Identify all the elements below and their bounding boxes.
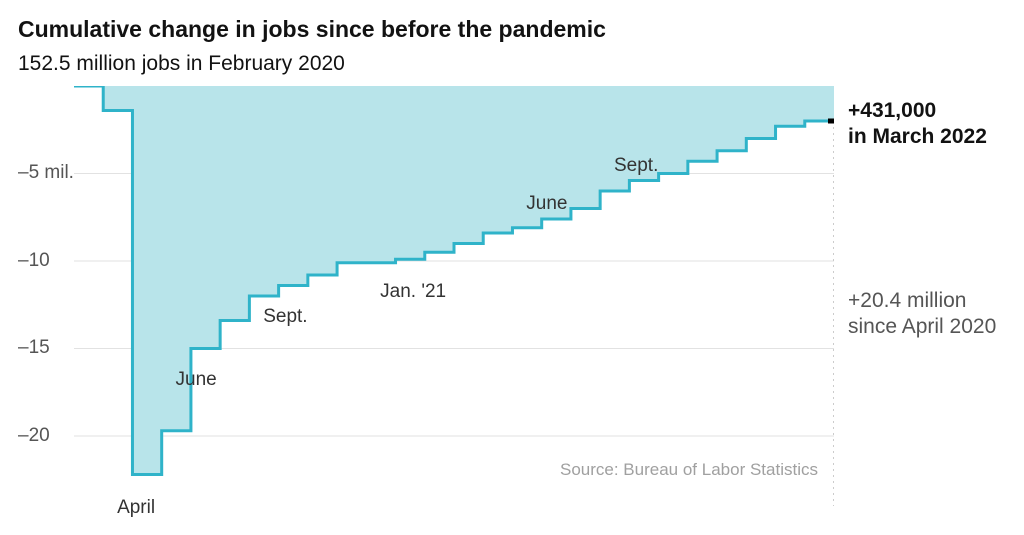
y-tick-label: –10 (18, 250, 50, 272)
chart-area (74, 86, 834, 506)
callout-primary-line1: +431,000 (848, 99, 936, 122)
x-axis-label: April (117, 497, 155, 519)
step-chart-svg (74, 86, 834, 506)
callout-secondary: +20.4 million since April 2020 (848, 288, 996, 341)
y-tick-label: –20 (18, 425, 50, 447)
x-axis-label: Jan. '21 (380, 281, 446, 303)
callout-primary: +431,000 in March 2022 (848, 98, 987, 151)
y-tick-label: –5 mil. (18, 162, 74, 184)
x-axis-label: Sept. (614, 155, 658, 177)
x-axis-label: June (176, 369, 217, 391)
y-tick-label: –15 (18, 337, 50, 359)
x-axis-label: Sept. (263, 306, 307, 328)
chart-subtitle: 152.5 million jobs in February 2020 (18, 52, 345, 76)
callout-secondary-line1: +20.4 million (848, 289, 966, 312)
callout-primary-line2: in March 2022 (848, 125, 987, 148)
callout-secondary-line2: since April 2020 (848, 315, 996, 338)
x-axis-label: June (526, 193, 567, 215)
chart-title: Cumulative change in jobs since before t… (18, 16, 606, 43)
source-attribution: Source: Bureau of Labor Statistics (560, 460, 818, 480)
